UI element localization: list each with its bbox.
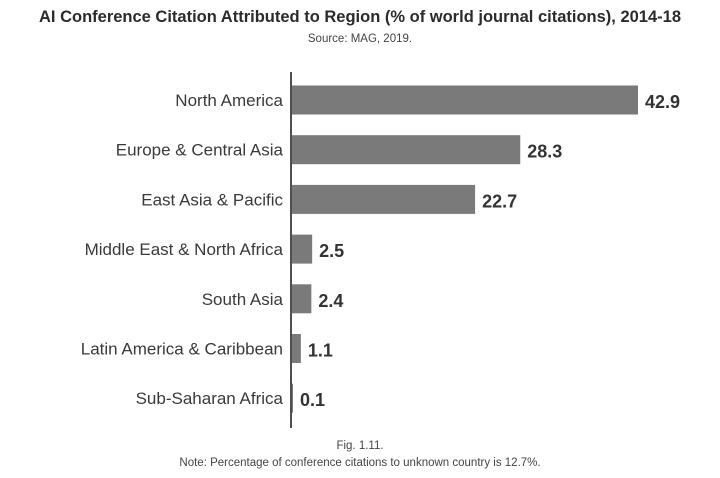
bar <box>292 284 312 314</box>
data-label: 42.9 <box>645 92 680 112</box>
bar <box>292 85 638 115</box>
category-label: Europe & Central Asia <box>116 141 284 160</box>
bar <box>292 234 313 264</box>
bar <box>292 334 301 363</box>
category-label: Latin America & Caribbean <box>81 340 283 359</box>
figure-caption: Fig. 1.11. <box>336 440 384 452</box>
category-label: East Asia & Pacific <box>141 190 283 209</box>
data-label: 22.7 <box>482 191 517 211</box>
data-label: 1.1 <box>308 341 333 361</box>
category-label: South Asia <box>202 290 284 309</box>
bar <box>292 383 293 413</box>
figure-note: Note: Percentage of conference citations… <box>179 457 541 469</box>
bar <box>292 184 476 214</box>
data-label: 0.1 <box>300 390 325 410</box>
chart-subtitle: Source: MAG, 2019. <box>307 33 413 45</box>
category-label: Middle East & North Africa <box>85 240 284 259</box>
category-label: Sub-Saharan Africa <box>136 389 284 408</box>
bar <box>292 135 521 165</box>
category-label: North America <box>175 91 283 110</box>
data-label: 28.3 <box>527 142 562 162</box>
data-label: 2.4 <box>318 291 343 311</box>
chart-title: AI Conference Citation Attributed to Reg… <box>38 8 682 26</box>
data-label: 2.5 <box>319 241 344 261</box>
